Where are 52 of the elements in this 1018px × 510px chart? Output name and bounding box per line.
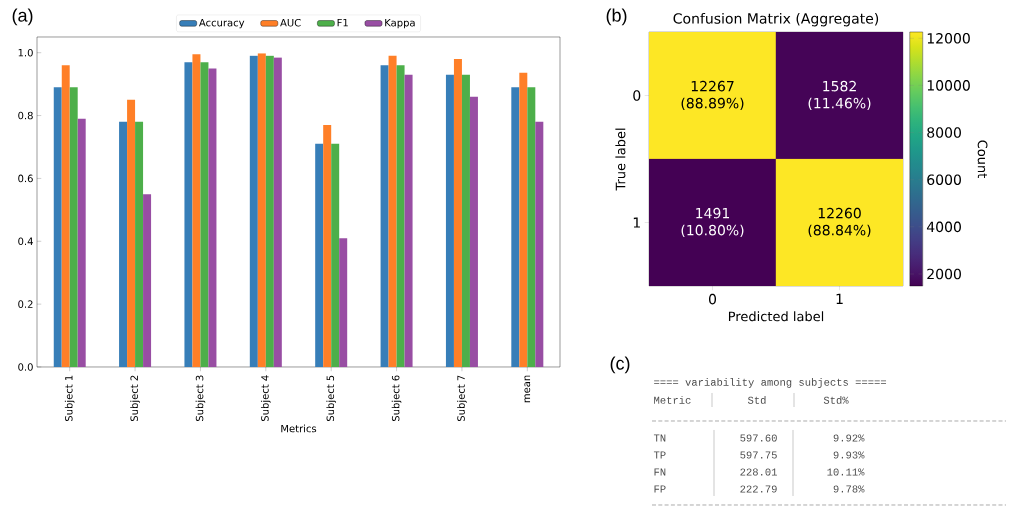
x-tick-label: Subject 7 xyxy=(457,375,467,422)
data-label: 9.78% xyxy=(833,485,865,493)
color-bar-label: 10000 xyxy=(927,80,970,91)
data-label: 222.79 xyxy=(740,485,777,493)
x-tick-label: Subject 1 xyxy=(64,375,75,422)
x-axis-title: Metrics xyxy=(281,424,317,433)
x-tick-label: Subject 6 xyxy=(391,375,402,422)
data-label: 597.75 xyxy=(740,451,777,459)
legend-label: AUC xyxy=(280,18,301,27)
data-label: 1491 (10.80%) xyxy=(681,207,744,238)
color-bar-label: 2000 xyxy=(927,268,961,280)
color-bar-label: 4000 xyxy=(926,221,961,233)
x-tick-label: Subject 4 xyxy=(260,375,271,422)
y-tick-label: 0.2 xyxy=(18,300,33,308)
y-axis-title: True label xyxy=(615,128,626,191)
category-label: TP xyxy=(653,451,666,459)
color-bar-title: Count xyxy=(977,140,988,178)
legend-label: Accuracy xyxy=(198,18,245,29)
x-tick-label: Subject 2 xyxy=(130,375,140,422)
x-tick-label: mean xyxy=(524,375,531,403)
color-bar-label: 6000 xyxy=(927,174,961,186)
y-tick-label: 0.0 xyxy=(18,363,33,371)
data-label: 10.11% xyxy=(827,468,865,476)
text: (b) xyxy=(606,8,627,26)
y-tick-label: 0.4 xyxy=(18,237,33,246)
x-tick-label: Subject 5 xyxy=(326,375,337,422)
data-label: 9.92% xyxy=(833,434,865,442)
data-label: 1582 (11.46%) xyxy=(808,80,871,111)
legend-label: F1 xyxy=(337,18,348,27)
data-label: 9.93% xyxy=(833,451,865,459)
chart-title: Confusion Matrix (Aggregate) xyxy=(673,12,879,27)
category-label: FP xyxy=(654,485,666,493)
x-tick-label: Subject 3 xyxy=(195,375,206,422)
legend-label: Kappa xyxy=(385,18,415,29)
y-tick-label: 0.8 xyxy=(18,111,33,120)
category-label: TN xyxy=(653,434,666,442)
text: Metric xyxy=(654,396,691,404)
text: ==== variability among subjects ===== xyxy=(654,378,887,388)
data-label: 12267 (88.89%) xyxy=(681,80,744,111)
color-bar-label: 12000 xyxy=(927,32,970,44)
data-label: 597.60 xyxy=(740,434,777,442)
category-label: FN xyxy=(654,468,666,476)
x-axis-title: Predicted label xyxy=(728,311,824,322)
data-label: 228.01 xyxy=(740,468,777,476)
text: (a) xyxy=(12,8,33,26)
color-bar-label: 8000 xyxy=(927,127,961,138)
y-tick-label: 1.0 xyxy=(18,48,33,57)
text: (c) xyxy=(610,356,630,374)
text: Std xyxy=(747,396,766,404)
data-label: 12260 (88.84%) xyxy=(808,207,871,238)
text: Std% xyxy=(823,396,849,404)
y-tick-label: 0.6 xyxy=(18,174,33,183)
